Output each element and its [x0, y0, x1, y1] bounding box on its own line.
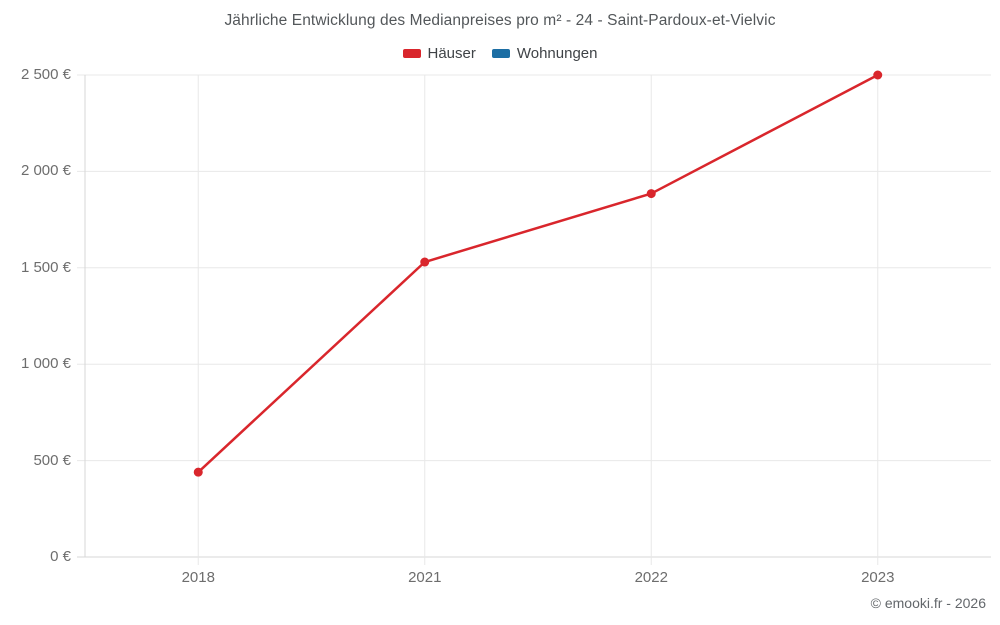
- x-axis-label: 2018: [181, 569, 215, 586]
- data-point[interactable]: [646, 189, 656, 199]
- y-axis-label: 500 €: [33, 451, 71, 469]
- x-axis-label: 2022: [634, 569, 668, 586]
- data-point[interactable]: [420, 257, 430, 267]
- copyright-text: © emooki.fr - 2026: [870, 595, 986, 611]
- legend-item-wohnungen[interactable]: Wohnungen: [491, 45, 598, 62]
- x-axis-label: 2021: [408, 569, 442, 586]
- legend-label-hauser: Häuser: [427, 45, 476, 62]
- wohnungen-series-swatch: [491, 49, 510, 58]
- data-point[interactable]: [873, 70, 883, 80]
- data-point[interactable]: [193, 467, 203, 477]
- x-axis-label: 2023: [861, 569, 895, 586]
- y-axis-label: 2 500 €: [20, 66, 71, 83]
- legend-item-hauser[interactable]: Häuser: [402, 45, 476, 62]
- legend-label-wohnungen: Wohnungen: [516, 45, 598, 62]
- legend: Häuser Wohnungen: [0, 45, 1000, 62]
- y-axis-label: 1 000 €: [20, 355, 71, 373]
- series-line-0: [197, 73, 879, 474]
- y-axis-label: 2 000 €: [20, 162, 71, 180]
- y-axis-label: 1 500 €: [20, 258, 71, 276]
- y-axis-label: 0 €: [50, 548, 71, 565]
- hauser-series-swatch: [402, 49, 421, 58]
- chart-title: Jährliche Entwicklung des Medianpreises …: [224, 12, 776, 29]
